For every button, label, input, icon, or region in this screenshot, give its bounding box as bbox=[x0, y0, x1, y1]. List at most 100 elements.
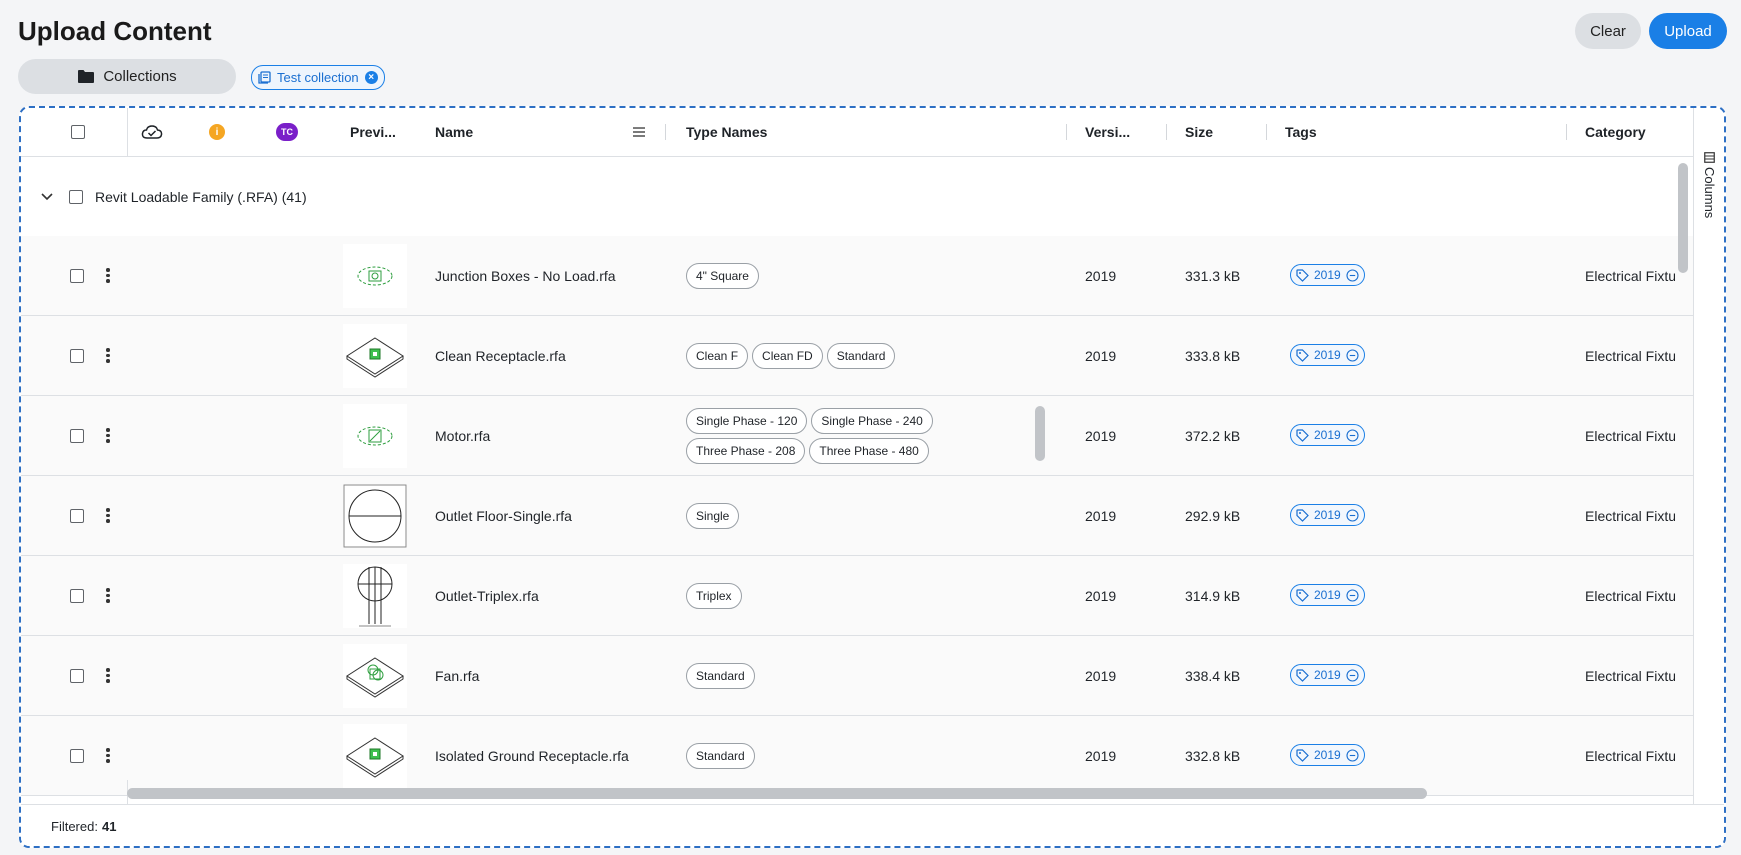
row-checkbox[interactable] bbox=[70, 588, 84, 603]
collection-icon bbox=[258, 71, 271, 84]
cloud-status-column[interactable] bbox=[141, 108, 163, 156]
type-name-chip: Three Phase - 480 bbox=[809, 437, 929, 464]
info-status-column[interactable]: i bbox=[209, 108, 225, 156]
kebab-menu-icon[interactable] bbox=[101, 748, 115, 763]
row-actions-menu[interactable] bbox=[101, 716, 115, 795]
table-row[interactable]: Fan.rfa Standard 2019 338.4 kB 2019 Electrica… bbox=[21, 636, 1693, 716]
type-names-cell: Single bbox=[686, 476, 1056, 555]
preview-header[interactable]: Previ... bbox=[350, 108, 396, 156]
tag-label: 2019 bbox=[1314, 348, 1341, 362]
type-names-header[interactable]: Type Names bbox=[686, 108, 767, 156]
size-header[interactable]: Size bbox=[1185, 108, 1213, 156]
fan-preview bbox=[343, 644, 407, 708]
row-checkbox[interactable] bbox=[70, 508, 84, 523]
tags-header[interactable]: Tags bbox=[1285, 108, 1317, 156]
row-checkbox[interactable] bbox=[70, 268, 84, 283]
table-row[interactable]: Motor.rfa Single Phase - 120 Single Phase … bbox=[21, 396, 1693, 476]
tag-icon bbox=[1296, 348, 1309, 362]
tag-label: 2019 bbox=[1314, 668, 1341, 682]
column-menu-icon[interactable] bbox=[633, 108, 645, 156]
tc-status-column[interactable]: TC bbox=[276, 108, 298, 156]
collection-chip[interactable]: Test collection × bbox=[251, 65, 385, 90]
version-value: 2019 bbox=[1085, 347, 1117, 364]
collections-button[interactable]: Collections bbox=[18, 59, 236, 94]
remove-tag-icon[interactable] bbox=[1346, 748, 1359, 762]
tag-chip[interactable]: 2019 bbox=[1290, 584, 1365, 606]
file-name[interactable]: Motor.rfa bbox=[435, 427, 491, 444]
remove-tag-icon[interactable] bbox=[1346, 268, 1359, 282]
file-name[interactable]: Clean Receptacle.rfa bbox=[435, 347, 566, 364]
type-name-chip: Clean F bbox=[686, 342, 749, 369]
row-checkbox[interactable] bbox=[70, 428, 84, 443]
tag-label: 2019 bbox=[1314, 428, 1341, 442]
kebab-menu-icon[interactable] bbox=[101, 508, 115, 523]
table-row[interactable]: Outlet-Triplex.rfa Triplex 2019 314.9 kB 201… bbox=[21, 556, 1693, 636]
row-actions-menu[interactable] bbox=[101, 236, 115, 315]
version-value: 2019 bbox=[1085, 587, 1117, 604]
columns-toggle[interactable]: Columns bbox=[1702, 152, 1717, 218]
type-names-cell: Single Phase - 120 Single Phase - 240 Thre… bbox=[686, 396, 1056, 475]
tag-chip[interactable]: 2019 bbox=[1290, 664, 1365, 686]
file-name[interactable]: Outlet Floor-Single.rfa bbox=[435, 507, 572, 524]
file-name[interactable]: Fan.rfa bbox=[435, 667, 480, 684]
version-value: 2019 bbox=[1085, 267, 1117, 284]
row-actions-menu[interactable] bbox=[101, 636, 115, 715]
collapse-group-icon[interactable] bbox=[41, 157, 53, 236]
tag-label: 2019 bbox=[1314, 588, 1341, 602]
kebab-menu-icon[interactable] bbox=[101, 268, 115, 283]
tc-badge: TC bbox=[276, 123, 298, 141]
type-name-chip: Single bbox=[686, 502, 740, 529]
tag-chip[interactable]: 2019 bbox=[1290, 264, 1365, 286]
remove-tag-icon[interactable] bbox=[1346, 348, 1359, 362]
version-header[interactable]: Versi... bbox=[1085, 108, 1130, 156]
kebab-menu-icon[interactable] bbox=[101, 668, 115, 683]
size-value: 372.2 kB bbox=[1185, 427, 1241, 444]
remove-chip-icon[interactable]: × bbox=[364, 71, 378, 84]
kebab-menu-icon[interactable] bbox=[101, 428, 115, 443]
table-row[interactable]: Outlet Floor-Single.rfa Single 2019 292.9 k… bbox=[21, 476, 1693, 556]
row-actions-menu[interactable] bbox=[101, 396, 115, 475]
file-name[interactable]: Outlet-Triplex.rfa bbox=[435, 587, 539, 604]
vertical-scroll-thumb[interactable] bbox=[1678, 163, 1688, 273]
remove-tag-icon[interactable] bbox=[1346, 508, 1359, 522]
tag-chip[interactable]: 2019 bbox=[1290, 344, 1365, 366]
row-actions-menu[interactable] bbox=[101, 316, 115, 395]
row-actions-menu[interactable] bbox=[101, 476, 115, 555]
category-header[interactable]: Category bbox=[1585, 108, 1646, 156]
tag-chip[interactable]: 2019 bbox=[1290, 424, 1365, 446]
row-checkbox[interactable] bbox=[70, 668, 84, 683]
floor-outlet-preview bbox=[343, 484, 407, 548]
remove-tag-icon[interactable] bbox=[1346, 668, 1359, 682]
select-all-checkbox[interactable] bbox=[71, 125, 85, 139]
table-row[interactable]: Junction Boxes - No Load.rfa 4" Square 201… bbox=[21, 236, 1693, 316]
vertical-scrollbar[interactable] bbox=[1674, 157, 1691, 827]
type-names-cell: Standard bbox=[686, 716, 1056, 795]
table-row[interactable]: Clean Receptacle.rfa Clean F Clean FD Stand… bbox=[21, 316, 1693, 396]
group-checkbox[interactable] bbox=[69, 189, 83, 204]
tag-label: 2019 bbox=[1314, 748, 1341, 762]
collections-label: Collections bbox=[103, 68, 177, 85]
file-name[interactable]: Isolated Ground Receptacle.rfa bbox=[435, 747, 629, 764]
kebab-menu-icon[interactable] bbox=[101, 588, 115, 603]
remove-tag-icon[interactable] bbox=[1346, 428, 1359, 442]
row-checkbox[interactable] bbox=[70, 748, 84, 763]
category-header-label: Category bbox=[1585, 124, 1646, 140]
group-label: Revit Loadable Family (.RFA) (41) bbox=[95, 188, 307, 205]
motor-preview bbox=[343, 404, 407, 468]
tag-chip[interactable]: 2019 bbox=[1290, 744, 1365, 766]
kebab-menu-icon[interactable] bbox=[101, 348, 115, 363]
upload-button[interactable]: Upload bbox=[1649, 13, 1727, 49]
version-value: 2019 bbox=[1085, 667, 1117, 684]
horizontal-scroll-thumb[interactable] bbox=[127, 788, 1427, 799]
table-row[interactable]: Isolated Ground Receptacle.rfa Standard 20… bbox=[21, 716, 1693, 796]
version-header-label: Versi... bbox=[1085, 124, 1131, 140]
name-header[interactable]: Name bbox=[435, 108, 473, 156]
size-value: 331.3 kB bbox=[1185, 267, 1241, 284]
row-actions-menu[interactable] bbox=[101, 556, 115, 635]
row-checkbox[interactable] bbox=[70, 348, 84, 363]
tag-chip[interactable]: 2019 bbox=[1290, 504, 1365, 526]
type-names-scroll-thumb[interactable] bbox=[1035, 406, 1045, 461]
remove-tag-icon[interactable] bbox=[1346, 588, 1359, 602]
clear-button[interactable]: Clear bbox=[1575, 13, 1641, 49]
file-name[interactable]: Junction Boxes - No Load.rfa bbox=[435, 267, 616, 284]
